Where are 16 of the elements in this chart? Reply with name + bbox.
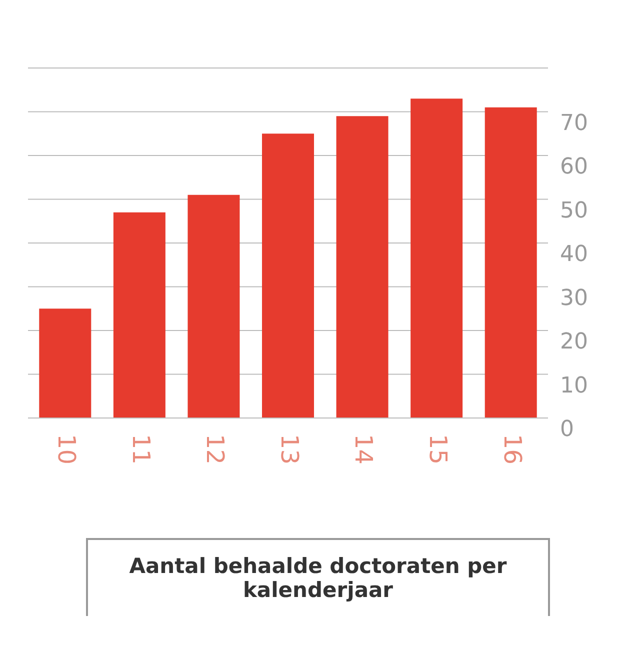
y-tick-label: 0 xyxy=(560,417,574,442)
x-tick-label: 13 xyxy=(275,434,304,465)
text: Aantal behaalde doctoraten per kalenderjaar xyxy=(86,538,550,616)
x-tick-label: 14 xyxy=(350,434,378,465)
y-tick-label: 60 xyxy=(560,154,588,180)
y-tick-label: 10 xyxy=(560,373,588,398)
y-tick-label: 20 xyxy=(560,330,588,354)
y-tick-label: 50 xyxy=(560,198,588,224)
x-tick-label: 10 xyxy=(52,434,81,465)
x-tick-label: 12 xyxy=(201,434,230,465)
y-tick-label: 30 xyxy=(560,286,588,311)
x-tick-label: 11 xyxy=(126,434,155,465)
x-tick-label: 16 xyxy=(498,434,526,465)
x-tick-label: 15 xyxy=(424,434,452,465)
y-tick-label: 70 xyxy=(560,110,588,136)
y-tick-label: 40 xyxy=(560,242,588,267)
